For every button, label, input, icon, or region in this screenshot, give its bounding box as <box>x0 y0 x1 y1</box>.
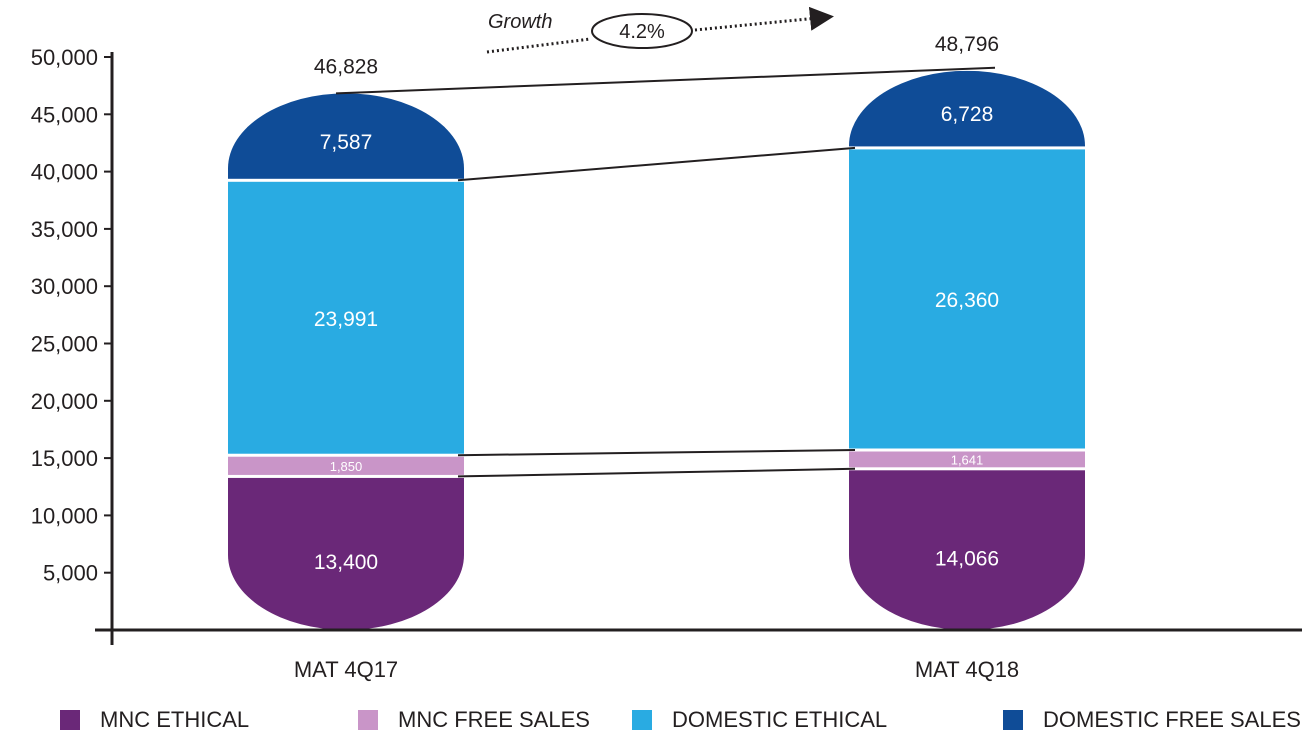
legend-item: DOMESTIC FREE SALES <box>1003 705 1301 735</box>
segment-value-label: 7,587 <box>320 131 373 154</box>
growth-value: 4.2% <box>619 21 665 43</box>
bar-group <box>849 70 1085 630</box>
x-category-label: MAT 4Q18 <box>915 657 1019 682</box>
bar-segment <box>849 451 1085 468</box>
segment-value-label: 1,850 <box>330 459 363 474</box>
y-tick-label: 35,000 <box>31 217 98 242</box>
y-tick-label: 40,000 <box>31 160 98 185</box>
connector-line <box>457 448 856 457</box>
total-value-label: 46,828 <box>314 55 378 78</box>
legend-label: DOMESTIC FREE SALES <box>1043 707 1301 732</box>
legend-item: MNC FREE SALES <box>358 705 590 735</box>
bar-group <box>228 93 464 630</box>
legend-label: MNC ETHICAL <box>100 707 250 732</box>
connector-line <box>457 467 856 478</box>
segment-value-label: 1,641 <box>951 452 984 467</box>
segment-value-label: 6,728 <box>941 103 994 126</box>
y-tick-label: 5,000 <box>43 561 98 586</box>
legend-swatch <box>1003 710 1023 730</box>
legend-swatch <box>358 710 378 730</box>
connector-lines <box>335 66 996 478</box>
x-category-label: MAT 4Q17 <box>294 657 398 682</box>
legend: MNC ETHICAL MNC FREE SALES DOMESTIC ETHICA… <box>0 705 1302 735</box>
growth-arrow-left <box>486 37 591 54</box>
bars-layer <box>228 70 1085 630</box>
bar-segment <box>849 149 1085 449</box>
connector-line <box>335 66 996 95</box>
y-tick-label: 45,000 <box>31 102 98 127</box>
growth-annotation: 4.2% Growth <box>486 6 834 54</box>
bar-segment <box>228 456 464 475</box>
bar-segment <box>228 181 464 454</box>
legend-label: DOMESTIC ETHICAL <box>672 707 888 732</box>
segment-value-label: 26,360 <box>935 289 999 312</box>
legend-label: MNC FREE SALES <box>398 707 590 732</box>
total-value-label: 48,796 <box>935 33 999 56</box>
y-tick-label: 50,000 <box>31 45 98 70</box>
bar-segment <box>228 477 464 630</box>
y-tick-label: 20,000 <box>31 389 98 414</box>
growth-label: Growth <box>488 11 552 33</box>
data-labels: 13,400 1,850 23,991 7,587 14,066 1,641 26,360 6… <box>314 33 999 574</box>
segment-value-label: 14,066 <box>935 547 999 570</box>
legend-item: DOMESTIC ETHICAL <box>632 705 887 735</box>
y-tick-label: 15,000 <box>31 446 98 471</box>
y-tick-label: 30,000 <box>31 274 98 299</box>
growth-badge <box>591 13 693 49</box>
legend-item: MNC ETHICAL <box>60 705 249 735</box>
legend-swatch <box>60 710 80 730</box>
y-tick-label: 10,000 <box>31 503 98 528</box>
legend-swatch <box>632 710 652 730</box>
y-tick-label: 25,000 <box>31 332 98 357</box>
axes: 5,000 10,000 15,000 20,000 25,000 30,000 35,00… <box>31 45 1302 682</box>
segment-value-label: 23,991 <box>314 308 378 331</box>
bar-segment <box>849 470 1085 630</box>
connector-line <box>457 146 856 182</box>
growth-arrow-icon <box>694 6 834 32</box>
segment-value-label: 13,400 <box>314 551 378 574</box>
